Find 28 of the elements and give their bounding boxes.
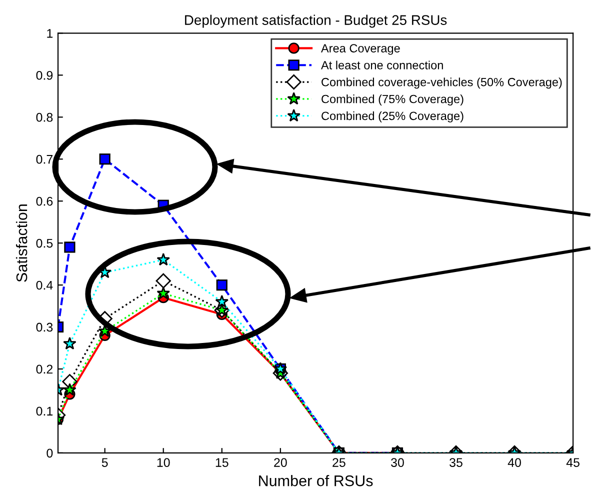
y-tick-label: 0.6: [36, 196, 53, 206]
y-tick-label: 0.4: [36, 280, 53, 290]
legend-label: Combined coverage-vehicles (50% Coverage): [322, 78, 562, 89]
y-tick-label: 0.7: [36, 154, 53, 164]
y-tick-label: 0.5: [36, 238, 53, 248]
x-axis-title: Number of RSUs: [259, 474, 373, 486]
x-tick-label: 35: [450, 458, 462, 467]
x-tick-label: 10: [157, 458, 170, 467]
legend-label: Combined (75% Coverage): [322, 94, 464, 106]
y-tick-label: 0.1: [36, 406, 53, 416]
chart-title: Deployment satisfaction - Budget 25 RSUs: [185, 14, 447, 28]
x-tick-label: 15: [216, 458, 228, 467]
x-tick-label: 30: [391, 458, 404, 467]
y-tick-label: 0.8: [36, 112, 53, 122]
legend-label: Area Coverage: [320, 44, 400, 55]
y-tick-label: 0.9: [36, 70, 53, 80]
x-tick-label: 40: [508, 458, 521, 467]
y-tick-label: 0.2: [36, 364, 53, 374]
x-tick-label: 20: [274, 458, 287, 467]
legend-label: At least one connection: [320, 60, 443, 70]
y-tick-label: 0: [46, 448, 53, 458]
y-tick-label: 1: [47, 29, 53, 38]
y-axis-title: Satisfaction: [16, 204, 28, 282]
legend-label: Combined (25% Coverage): [322, 111, 464, 122]
x-tick-label: 25: [332, 458, 346, 467]
x-tick-label: 5: [102, 458, 108, 467]
x-tick-label: 45: [566, 458, 580, 467]
y-tick-label: 0.3: [36, 322, 53, 332]
